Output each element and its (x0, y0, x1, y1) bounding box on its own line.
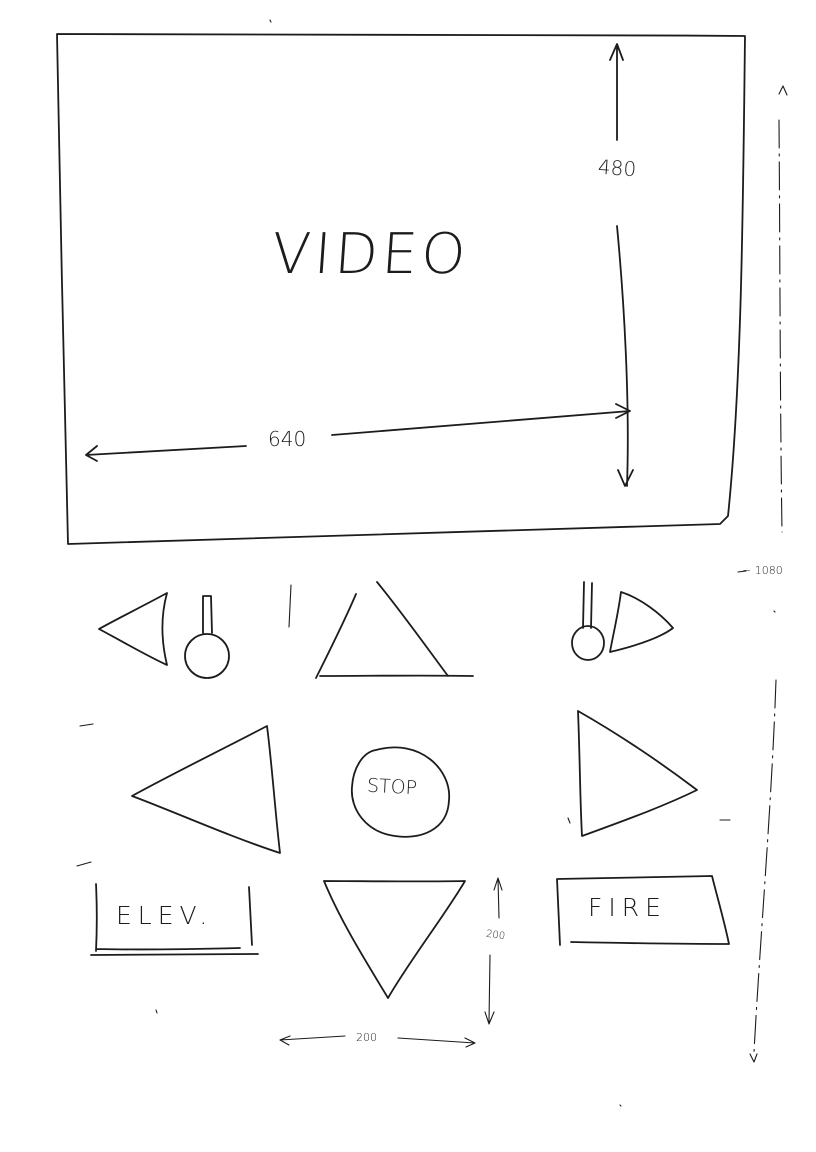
left-triangle-icon[interactable] (131, 725, 281, 854)
elevation-button-outline[interactable] (90, 883, 259, 956)
rotate-left-knob-ball (184, 633, 230, 679)
backward-triangle-icon[interactable] (323, 880, 466, 999)
rotate-left-knob-icon[interactable] (202, 595, 213, 634)
elevation-button-label[interactable]: ELEV. (116, 901, 214, 930)
screen-height-label: ~ 1080 (742, 564, 783, 577)
height-dimension-arrow (609, 43, 634, 487)
rotate-right-triangle-icon[interactable] (609, 591, 674, 653)
button-width-label: 200 (356, 1031, 377, 1044)
button-height-dimension-arrow (484, 877, 503, 1025)
right-triangle-icon[interactable] (577, 710, 698, 837)
video-frame (56, 33, 746, 545)
forward-triangle-icon[interactable] (315, 581, 474, 679)
stop-button-label[interactable]: STOP (366, 774, 418, 800)
rotate-left-triangle-icon[interactable] (98, 592, 168, 666)
rotate-right-knob-ball (571, 625, 605, 661)
screen-height-guide (753, 119, 783, 1053)
fire-button-outline[interactable] (556, 875, 730, 946)
column-divider (288, 584, 292, 628)
video-width-label: 640 (268, 427, 307, 451)
video-label: VIDEO (269, 222, 472, 287)
stray-mark (76, 19, 776, 1107)
rotate-right-knob-icon[interactable] (582, 581, 593, 629)
video-height-label: 480 (597, 154, 637, 182)
button-width-dimension-arrow (279, 1035, 476, 1048)
width-dimension-arrow (85, 403, 631, 462)
screen-height-arrowheads (749, 85, 788, 1063)
stop-button-outline[interactable] (351, 746, 450, 838)
fire-button-label[interactable]: FIRE (588, 893, 667, 922)
